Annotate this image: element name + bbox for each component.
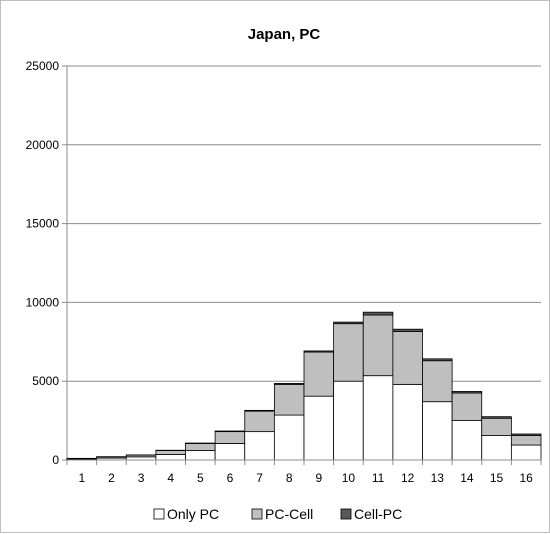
bar-segment bbox=[215, 432, 245, 444]
bar-segment bbox=[304, 396, 334, 460]
bar-segment bbox=[363, 376, 393, 460]
x-tick-label: 14 bbox=[460, 471, 474, 485]
bars bbox=[67, 312, 541, 460]
y-tick-label: 25000 bbox=[26, 59, 60, 73]
x-tick-label: 13 bbox=[431, 471, 445, 485]
chart-title: Japan, PC bbox=[248, 26, 321, 43]
bar-segment bbox=[334, 324, 364, 382]
bar-segment bbox=[363, 315, 393, 376]
bar-segment bbox=[363, 312, 393, 315]
bar-segment bbox=[452, 391, 482, 393]
bar-segment bbox=[393, 332, 423, 385]
bar-segment bbox=[274, 384, 304, 415]
bar-segment bbox=[245, 411, 275, 431]
x-tick-label: 4 bbox=[167, 471, 174, 485]
y-tick-label: 0 bbox=[52, 453, 59, 467]
bar-segment bbox=[334, 381, 364, 460]
legend-swatch bbox=[252, 509, 262, 519]
bar-segment bbox=[186, 451, 216, 460]
bar-segment bbox=[156, 454, 186, 460]
legend-label: PC-Cell bbox=[265, 506, 313, 522]
legend-swatch bbox=[341, 509, 351, 519]
bar-segment bbox=[393, 329, 423, 331]
bar-segment bbox=[423, 361, 453, 402]
x-tick-label: 2 bbox=[108, 471, 115, 485]
bar-segment bbox=[245, 410, 275, 411]
bar-segment bbox=[511, 436, 541, 445]
y-axis: 0 5000 10000 15000 20000 25000 bbox=[26, 59, 67, 467]
bar-segment bbox=[274, 415, 304, 460]
bar-segment bbox=[511, 434, 541, 436]
y-tick-label: 5000 bbox=[32, 374, 59, 388]
bar-segment bbox=[304, 352, 334, 396]
bar-segment bbox=[245, 432, 275, 460]
bar-segment bbox=[304, 351, 334, 352]
bar-segment bbox=[423, 402, 453, 460]
y-tick-label: 20000 bbox=[26, 138, 60, 152]
gridlines bbox=[67, 66, 541, 381]
x-tick-label: 3 bbox=[138, 471, 145, 485]
legend-label: Cell-PC bbox=[354, 506, 402, 522]
x-tick-label: 7 bbox=[256, 471, 263, 485]
x-tick-label: 1 bbox=[78, 471, 85, 485]
x-tick-label: 10 bbox=[342, 471, 356, 485]
x-tick-label: 12 bbox=[401, 471, 415, 485]
x-tick-label: 9 bbox=[315, 471, 322, 485]
x-tick-label: 5 bbox=[197, 471, 204, 485]
bar-segment bbox=[482, 417, 512, 419]
legend-label: Only PC bbox=[167, 506, 219, 522]
bar-segment bbox=[482, 436, 512, 460]
bar-segment bbox=[334, 322, 364, 324]
bar-segment bbox=[186, 443, 216, 450]
bar-segment bbox=[215, 431, 245, 432]
bar-segment bbox=[156, 451, 186, 455]
bar-segment bbox=[423, 359, 453, 361]
x-tick-label: 6 bbox=[227, 471, 234, 485]
bar-segment bbox=[511, 445, 541, 460]
x-tick-label: 8 bbox=[286, 471, 293, 485]
bar-segment bbox=[452, 421, 482, 460]
legend-swatch bbox=[154, 509, 164, 519]
bar-segment bbox=[274, 383, 304, 384]
bar-segment bbox=[215, 443, 245, 460]
legend: Only PC PC-Cell Cell-PC bbox=[154, 506, 402, 522]
bar-segment bbox=[393, 384, 423, 460]
x-tick-label: 15 bbox=[490, 471, 504, 485]
y-tick-label: 10000 bbox=[26, 295, 60, 309]
bar-segment bbox=[482, 418, 512, 435]
x-tick-label: 16 bbox=[520, 471, 534, 485]
x-tick-label: 11 bbox=[372, 471, 385, 485]
bar-segment bbox=[452, 393, 482, 421]
y-tick-label: 15000 bbox=[26, 217, 60, 231]
